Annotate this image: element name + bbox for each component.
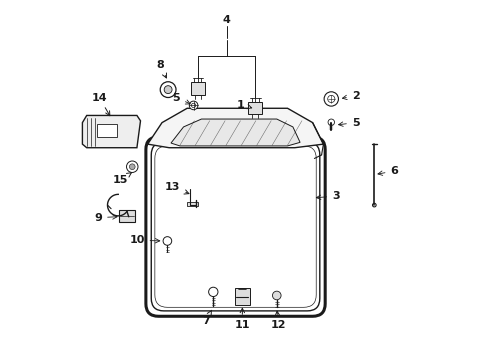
Circle shape [208,287,218,297]
Text: 11: 11 [234,308,249,330]
Text: 13: 13 [165,182,188,194]
Bar [97,125,117,137]
Circle shape [327,119,334,126]
Circle shape [324,92,338,106]
Text: 1: 1 [237,100,251,110]
Polygon shape [82,116,140,148]
Text: 4: 4 [222,15,230,26]
Text: 12: 12 [270,311,285,330]
Text: 6: 6 [377,166,398,176]
Circle shape [126,161,138,172]
Circle shape [164,86,172,94]
Text: 2: 2 [342,91,359,101]
Text: 9: 9 [94,213,117,222]
Circle shape [160,82,176,98]
Text: 10: 10 [129,235,160,245]
Bar [187,202,198,206]
Text: 7: 7 [202,310,211,325]
FancyBboxPatch shape [119,210,135,222]
Circle shape [163,237,171,245]
Circle shape [129,164,135,170]
Circle shape [372,203,375,207]
Polygon shape [147,108,323,148]
Circle shape [189,101,198,110]
Text: 5: 5 [172,93,190,104]
Polygon shape [247,102,262,114]
Circle shape [327,95,334,103]
Circle shape [191,103,195,108]
Text: 15: 15 [113,172,131,185]
FancyBboxPatch shape [234,288,249,305]
Polygon shape [190,82,204,95]
Text: 3: 3 [316,191,339,201]
Text: 14: 14 [91,93,110,116]
Circle shape [272,291,281,300]
Polygon shape [171,119,300,146]
Text: 5: 5 [338,118,359,128]
Text: 8: 8 [156,60,166,78]
